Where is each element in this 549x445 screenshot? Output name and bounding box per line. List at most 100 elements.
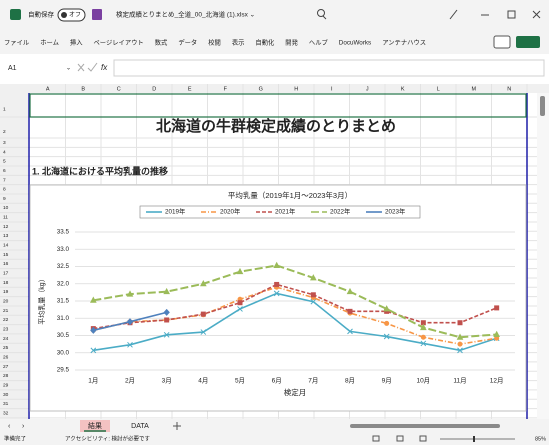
zoom-level[interactable]: 85%: [535, 436, 546, 442]
pen-icon[interactable]: [449, 9, 458, 20]
point-marker: [163, 308, 170, 316]
point-marker: [347, 328, 353, 335]
row-header[interactable]: 26: [3, 355, 9, 361]
enter-icon: [87, 62, 98, 72]
row-header[interactable]: 17: [3, 271, 9, 277]
view-pagebreak[interactable]: [419, 435, 427, 442]
row-header[interactable]: 11: [3, 215, 8, 221]
column-header[interactable]: F: [224, 86, 228, 92]
save-icon[interactable]: [92, 9, 102, 20]
row-header[interactable]: 10: [3, 205, 9, 211]
ribbon-tab[interactable]: ページレイアウト: [93, 39, 143, 47]
ribbon-tab[interactable]: 数式: [155, 38, 168, 47]
toggle-knob: [61, 12, 67, 18]
row-header[interactable]: 31: [3, 401, 9, 407]
maximize-button[interactable]: [507, 10, 516, 19]
share-button[interactable]: [516, 36, 540, 48]
row-header[interactable]: 20: [3, 299, 9, 305]
ribbon-tab[interactable]: 自動化: [255, 38, 275, 47]
column-header[interactable]: L: [437, 86, 440, 92]
row-header[interactable]: 27: [3, 364, 9, 370]
ribbon-tab[interactable]: ホーム: [40, 39, 59, 47]
column-header[interactable]: A: [46, 86, 50, 92]
name-box[interactable]: A1: [8, 65, 17, 72]
row-header[interactable]: 25: [3, 345, 9, 351]
row-header[interactable]: 21: [3, 308, 9, 314]
sheet-tab-active-bg: [80, 420, 110, 432]
row-header[interactable]: 1: [3, 106, 6, 112]
point-marker: [420, 323, 427, 331]
column-header[interactable]: N: [507, 86, 511, 92]
row-header[interactable]: 24: [3, 336, 9, 342]
search-icon[interactable]: [317, 9, 325, 17]
column-header[interactable]: J: [366, 86, 369, 92]
view-layout[interactable]: [396, 435, 404, 442]
close-button[interactable]: [532, 10, 541, 19]
row-header[interactable]: 7: [3, 177, 6, 183]
fx-button[interactable]: fx: [101, 63, 108, 72]
view-normal[interactable]: [372, 435, 380, 442]
formula-input[interactable]: [113, 59, 545, 77]
autosave-toggle[interactable]: [57, 8, 86, 22]
column-header[interactable]: G: [259, 86, 263, 92]
legend-box: [139, 205, 421, 219]
ribbon-tab[interactable]: DocuWorks: [339, 40, 371, 47]
row-header[interactable]: 8: [3, 187, 6, 193]
ribbon-tab[interactable]: 挿入: [70, 38, 83, 47]
comments-button[interactable]: [493, 35, 511, 49]
zoom-thumb[interactable]: [473, 436, 475, 442]
column-header[interactable]: H: [294, 86, 298, 92]
column-header[interactable]: B: [81, 86, 85, 92]
row-header[interactable]: 16: [3, 261, 9, 267]
column-header[interactable]: K: [401, 86, 405, 92]
row-header[interactable]: 13: [3, 233, 9, 239]
row-header[interactable]: 3: [3, 140, 6, 146]
row-header[interactable]: 12: [3, 224, 9, 230]
chart-area[interactable]: [29, 184, 527, 412]
column-header[interactable]: M: [471, 86, 476, 92]
row-header[interactable]: 6: [3, 168, 6, 174]
row-header[interactable]: 22: [3, 317, 9, 323]
sheet-tab[interactable]: DATA: [131, 423, 149, 430]
column-header[interactable]: C: [117, 86, 121, 92]
row-header[interactable]: 15: [3, 252, 9, 258]
scroll-thumb[interactable]: [540, 96, 545, 116]
status-accessibility[interactable]: アクセシビリティ: 検討が必要です: [65, 434, 150, 442]
row-header[interactable]: 23: [3, 327, 9, 333]
ribbon-tab[interactable]: ヘルプ: [309, 39, 329, 47]
column-header[interactable]: E: [188, 86, 192, 92]
row-header[interactable]: 14: [3, 243, 9, 249]
row-header[interactable]: 2: [3, 129, 6, 135]
tab-next[interactable]: ›: [22, 423, 25, 430]
row-header[interactable]: 5: [3, 159, 6, 165]
row-header[interactable]: 28: [3, 373, 9, 379]
ribbon-tab[interactable]: ファイル: [4, 39, 29, 47]
row-header[interactable]: 32: [3, 411, 9, 417]
name-box-dropdown[interactable]: ⌄: [66, 66, 71, 72]
point-marker: [310, 298, 317, 305]
column-header[interactable]: D: [152, 86, 156, 92]
y-tick-label: 33.5: [57, 229, 70, 236]
column-header[interactable]: I: [331, 86, 333, 92]
row-header[interactable]: 9: [3, 196, 6, 202]
ribbon-tab[interactable]: 校閲: [208, 38, 221, 47]
row-header[interactable]: 29: [3, 383, 9, 389]
vertical-scrollbar[interactable]: [537, 93, 549, 419]
ribbon-tab[interactable]: アンテナハウス: [382, 39, 426, 47]
row-header[interactable]: 18: [3, 280, 9, 286]
row-header[interactable]: 4: [3, 149, 6, 155]
ribbon-tab[interactable]: 開発: [285, 38, 298, 47]
row-header[interactable]: 30: [3, 392, 9, 398]
horizontal-scroll-thumb[interactable]: [350, 424, 500, 428]
row-header[interactable]: 19: [3, 289, 9, 295]
sheet-tab[interactable]: 結果: [88, 421, 102, 430]
ribbon-tab[interactable]: データ: [178, 38, 197, 47]
add-sheet-button[interactable]: [173, 422, 181, 430]
point-marker: [457, 347, 463, 354]
x-axis-label: 検定月: [284, 387, 307, 397]
ribbon-tab[interactable]: 表示: [232, 38, 245, 47]
file-name[interactable]: 検定成績とりまとめ_全道_00_北海道 (1).xlsx ⌄: [116, 10, 255, 19]
tab-prev[interactable]: ‹: [8, 423, 11, 430]
selected-cell[interactable]: [29, 93, 527, 118]
